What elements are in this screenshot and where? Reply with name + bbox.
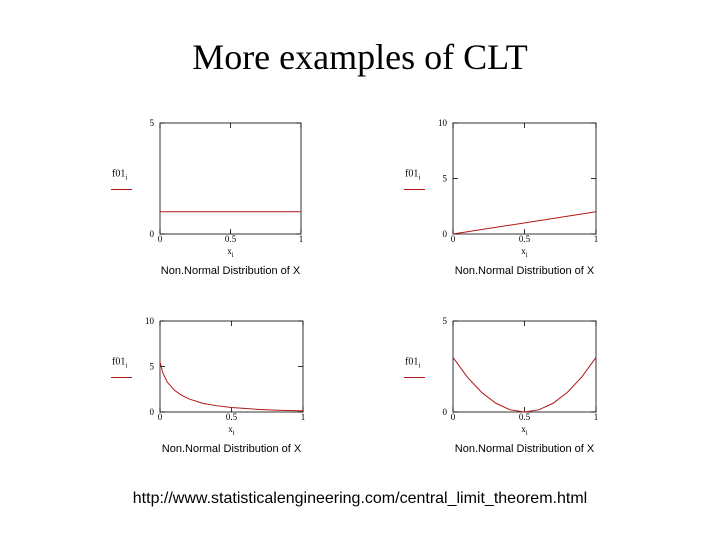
y-tick-label: 0: [443, 229, 448, 239]
series-line: [159, 361, 304, 412]
x-tick-label: 1: [299, 234, 304, 244]
y-tick-label: 0: [150, 407, 155, 417]
x-tick-label: 0: [158, 412, 163, 422]
series-line: [452, 211, 597, 235]
chart-caption: Non.Normal Distribution of X: [455, 265, 595, 277]
chart-4: 0 0.5 1 0 5 f01i xi Non.Normal Distribution of …: [404, 316, 598, 455]
chart-caption: Non.Normal Distribution of X: [162, 443, 302, 455]
y-tick-label: 5: [443, 316, 448, 326]
y-axis-label: f01i: [405, 357, 420, 370]
x-tick-label: 1: [594, 234, 599, 244]
chart-caption: Non.Normal Distribution of X: [455, 443, 595, 455]
x-tick-label: 1: [594, 412, 599, 422]
plot-frame: [452, 122, 597, 235]
x-tick-label: 0: [451, 234, 456, 244]
x-axis-label: xi: [521, 246, 528, 259]
plot-frame: [159, 122, 302, 235]
x-tick-label: 0.5: [226, 412, 238, 422]
y-axis-label: f01i: [405, 169, 420, 182]
chart-caption: Non.Normal Distribution of X: [161, 265, 301, 277]
y-tick-label: 0: [443, 407, 448, 417]
slide-title: More examples of CLT: [192, 37, 528, 77]
x-tick-label: 0.5: [225, 234, 237, 244]
x-axis-label: xi: [227, 246, 234, 259]
plot-frame: [159, 320, 304, 413]
y-tick-label: 10: [438, 118, 448, 128]
y-axis-label: f01i: [112, 169, 127, 182]
x-axis-label: xi: [228, 424, 235, 437]
y-tick-label: 0: [150, 229, 155, 239]
x-tick-label: 0: [158, 234, 163, 244]
y-tick-label: 5: [150, 362, 155, 372]
y-tick-label: 5: [443, 174, 448, 184]
plot-frame: [452, 320, 597, 413]
chart-1: 0 0.5 1 0 5 f01i xi Non.Normal Distribution of …: [111, 118, 303, 277]
x-tick-label: 1: [301, 412, 306, 422]
x-tick-label: 0.5: [519, 234, 531, 244]
y-tick-label: 10: [145, 316, 155, 326]
source-url: http://www.statisticalengineering.com/ce…: [132, 490, 588, 507]
y-tick-label: 5: [150, 118, 155, 128]
x-tick-label: 0: [451, 412, 456, 422]
y-axis-label: f01i: [112, 357, 127, 370]
x-tick-label: 0.5: [519, 412, 531, 422]
series-line: [452, 357, 597, 413]
x-axis-label: xi: [521, 424, 528, 437]
